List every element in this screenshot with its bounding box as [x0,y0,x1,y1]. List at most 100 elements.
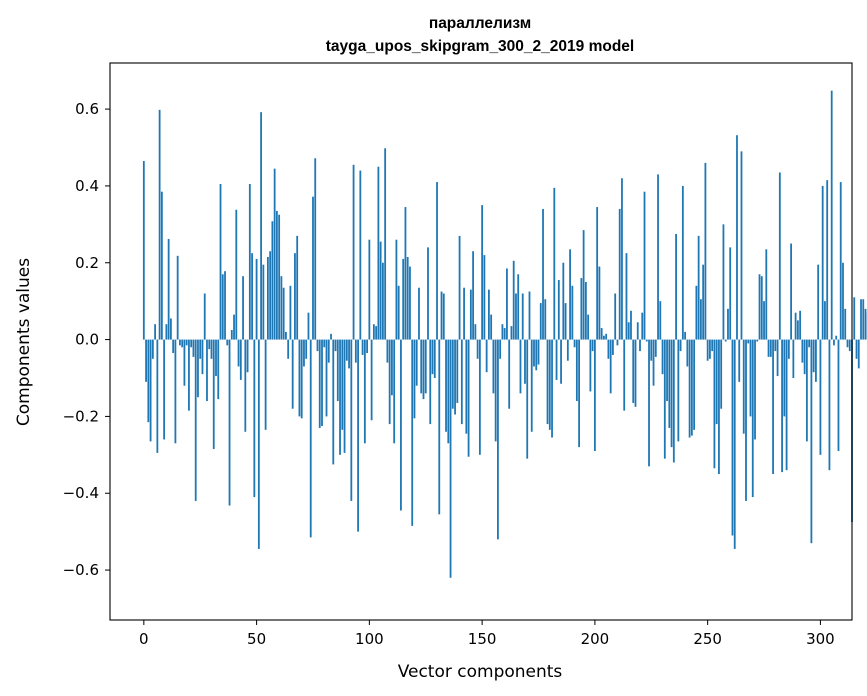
bar-24 [197,339,199,398]
bar-116 [404,207,407,340]
bar-190 [571,285,574,340]
bar-114 [400,339,402,511]
bar-132 [440,291,443,340]
bar-130 [436,182,438,340]
bar-0 [142,160,145,340]
y-tick-label: 0.2 [75,254,99,272]
bar-21 [190,339,193,348]
bar-282 [778,172,781,340]
bar-139 [456,339,459,403]
bar-234 [670,339,673,448]
bar-166 [517,274,520,340]
bar-55 [266,256,269,340]
bar-210 [616,339,619,346]
bar-30 [210,339,213,359]
bar-218 [634,339,637,407]
bar-203 [600,328,603,340]
bar-286 [787,339,790,359]
bar-206 [607,339,610,359]
bar-306 [833,339,835,346]
bar-91 [348,339,350,369]
bar-312 [846,339,849,348]
bar-246 [697,235,700,340]
bar-100 [368,239,371,340]
bar-84 [332,339,335,465]
bar-293 [803,339,806,375]
y-axis-label: Components values [14,258,34,426]
bar-143 [465,339,468,434]
x-tick-label: 200 [581,630,610,648]
bar-34 [219,184,222,340]
y-tick-label: −0.2 [63,407,99,425]
bar-105 [379,241,382,340]
bar-276 [765,249,768,340]
bar-33 [217,339,220,400]
bar-165 [515,293,517,340]
bar-54 [264,339,267,430]
bar-200 [593,339,596,451]
bar-92 [350,339,353,501]
bar-242 [688,339,691,438]
bar-65 [289,285,292,340]
bar-175 [537,339,540,365]
bar-123 [420,339,423,394]
bar-2 [147,339,150,423]
bar-265 [740,151,743,340]
bar-51 [257,339,260,549]
bar-35 [221,274,224,340]
bar-262 [733,339,736,549]
bar-110 [391,339,393,396]
bar-239 [681,185,684,340]
bar-169 [524,339,526,384]
bar-233 [668,339,671,428]
y-tick-label: −0.6 [63,561,99,579]
bar-125 [424,339,427,394]
x-axis-label: Vector components [398,662,563,682]
bar-204 [603,335,605,340]
bar-319 [862,299,865,340]
bar-75 [312,196,314,340]
bar-18 [183,339,186,386]
bar-48 [251,253,253,340]
y-tick-label: 0.6 [75,100,99,118]
bar-260 [729,247,732,340]
bar-183 [555,339,558,380]
bar-19 [185,339,188,346]
bar-23 [194,339,197,501]
bar-245 [695,285,698,340]
plot-frame [109,62,853,621]
bar-249 [704,162,707,340]
bar-107 [384,148,387,340]
bar-290 [796,320,799,340]
bar-113 [397,285,400,340]
bar-247 [699,299,702,340]
bar-192 [575,339,578,402]
bar-70 [300,339,303,419]
bar-171 [528,291,531,340]
bar-174 [535,339,538,371]
bar-160 [503,328,506,340]
bar-140 [458,235,461,340]
bar-186 [562,262,565,340]
x-tick-label: 300 [806,630,835,648]
bar-283 [781,339,783,473]
bar-53 [262,264,265,340]
bar-281 [776,339,779,377]
bar-168 [521,293,524,340]
bar-316 [855,339,858,359]
bar-12 [169,318,172,340]
bar-127 [429,339,432,425]
bar-109 [388,339,391,425]
bar-80 [323,339,326,348]
bar-217 [632,339,635,403]
bar-307 [835,335,838,340]
bar-170 [526,339,529,459]
bar-266 [742,339,745,434]
bar-309 [839,182,842,340]
bar-128 [431,339,434,375]
bar-317 [857,339,860,369]
bar-232 [666,339,668,402]
bar-302 [824,301,826,340]
bar-11 [167,238,170,340]
